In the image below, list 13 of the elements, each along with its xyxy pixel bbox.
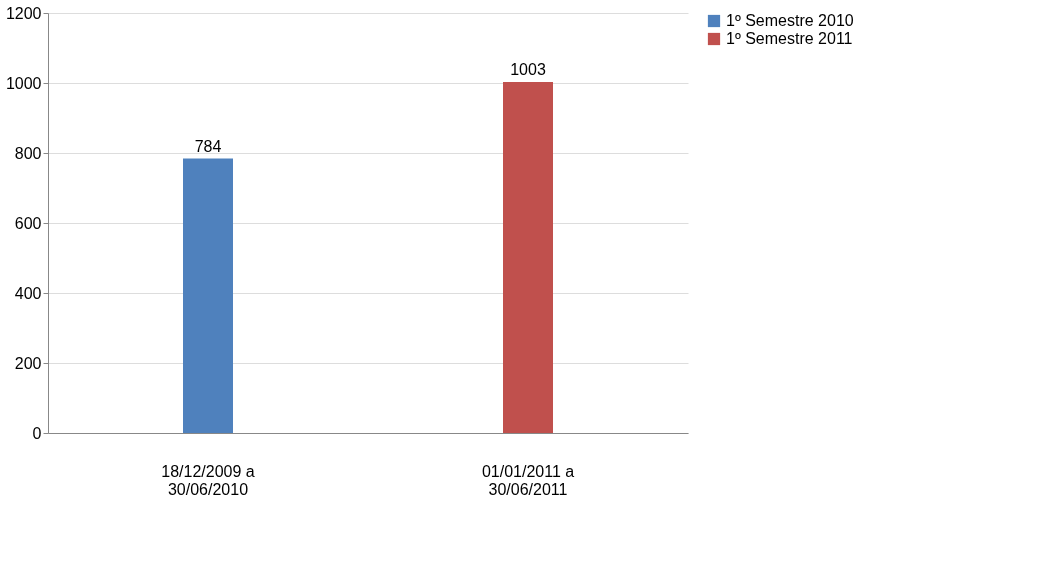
y-tick-label: 400	[14, 284, 42, 302]
y-tick-label: 800	[14, 144, 42, 162]
y-tick-label: 1200	[5, 4, 42, 22]
x-tick-label: 18/12/2009 a 30/06/2010	[161, 462, 255, 498]
legend-label: 1º Semestre 2011	[726, 30, 853, 47]
y-tick-label: 600	[14, 214, 42, 232]
y-tick-label: 0	[32, 424, 42, 442]
y-tick-label: 1000	[5, 74, 42, 92]
data-label: 1003	[510, 60, 546, 78]
x-tick-label: 01/01/2011 a 30/06/2011	[481, 462, 575, 498]
data-label: 784	[194, 137, 222, 155]
legend-label: 1º Semestre 2010	[726, 12, 854, 29]
y-tick-label: 200	[14, 354, 42, 372]
